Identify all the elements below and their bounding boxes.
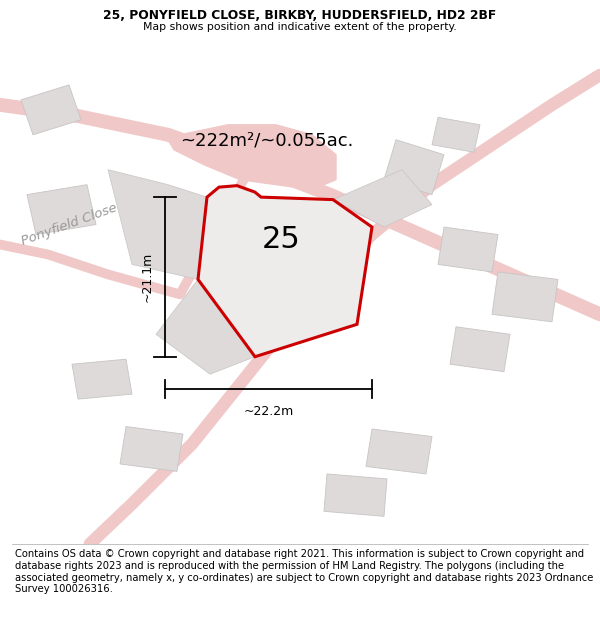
Polygon shape [27,184,96,234]
Text: Contains OS data © Crown copyright and database right 2021. This information is : Contains OS data © Crown copyright and d… [15,549,593,594]
Text: ~21.1m: ~21.1m [140,252,154,302]
Polygon shape [168,125,336,189]
Text: 25, PONYFIELD CLOSE, BIRKBY, HUDDERSFIELD, HD2 2BF: 25, PONYFIELD CLOSE, BIRKBY, HUDDERSFIEL… [103,9,497,22]
Polygon shape [21,85,81,135]
Polygon shape [432,118,480,152]
Polygon shape [198,186,372,357]
Polygon shape [324,474,387,516]
Polygon shape [384,140,444,194]
Polygon shape [492,272,558,322]
Polygon shape [120,426,183,471]
Polygon shape [156,279,255,374]
Polygon shape [366,429,432,474]
Text: ~22.2m: ~22.2m [244,405,294,418]
Text: ~222m²/~0.055ac.: ~222m²/~0.055ac. [181,132,353,150]
Polygon shape [333,169,432,227]
Polygon shape [72,359,132,399]
Text: Ponyfield Close: Ponyfield Close [19,201,119,248]
Text: 25: 25 [262,225,301,254]
Polygon shape [108,169,207,279]
Polygon shape [438,227,498,272]
Polygon shape [450,327,510,372]
Text: Map shows position and indicative extent of the property.: Map shows position and indicative extent… [143,22,457,32]
